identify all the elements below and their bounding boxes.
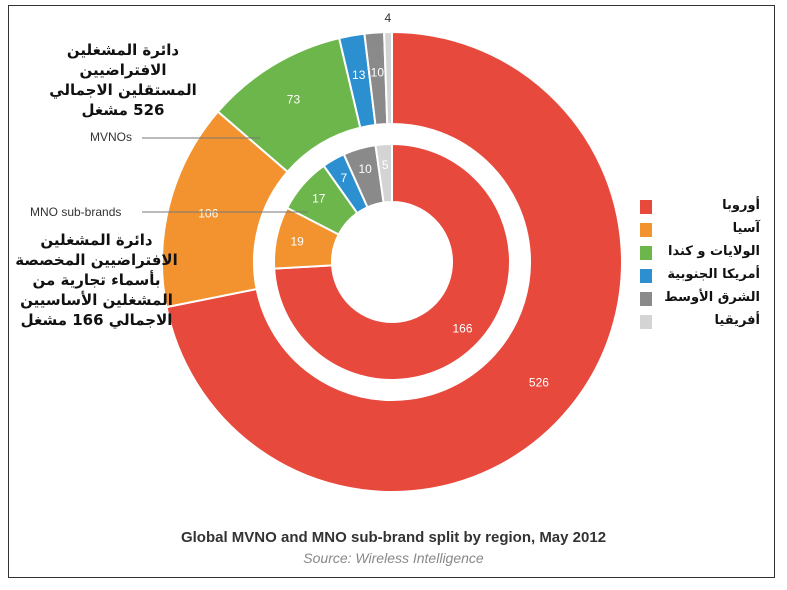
legend-item-2: الولايات و كندا — [640, 244, 780, 264]
outer-slice-label-5: 4 — [384, 11, 391, 25]
legend-item-5: أفريقيا — [640, 313, 780, 333]
legend-swatch — [640, 246, 652, 260]
legend-item-1: آسيا — [640, 221, 780, 241]
legend-label: أمريكا الجنوبية — [667, 267, 760, 282]
legend-label: أوروبا — [722, 198, 760, 213]
outer-slice-0 — [165, 30, 623, 493]
legend-label: أفريقيا — [714, 313, 760, 328]
outer-ring-mvnos — [161, 30, 623, 493]
outer-slice-label-1: 106 — [198, 207, 218, 221]
outer-slice-label-3: 13 — [352, 68, 366, 82]
inner-slice-label-4: 10 — [358, 162, 372, 176]
mvnos-label: MVNOs — [90, 130, 132, 144]
subbrands-label: MNO sub-brands — [30, 205, 122, 219]
inner-slice-label-1: 19 — [290, 235, 304, 249]
outer-slice-5 — [383, 30, 393, 126]
inner-slice-label-3: 7 — [341, 171, 348, 185]
legend-label: الولايات و كندا — [668, 244, 760, 259]
outer-ring-note: دائرة المشغلين الافتراضيين المستقلين الا… — [49, 41, 197, 119]
legend-label: آسيا — [732, 221, 760, 236]
inner-slice-0 — [273, 142, 511, 381]
inner-ring-subbrands — [273, 142, 511, 381]
legend-item-0: أوروبا — [640, 198, 780, 218]
inner-slice-5 — [374, 142, 393, 204]
chart-source: Source: Wireless Intelligence — [303, 550, 484, 566]
inner-slice-label-2: 17 — [312, 191, 326, 205]
outer-slice-label-2: 73 — [287, 93, 301, 107]
inner-ring-note: دائرة المشغلين الافتراضيين المخصصة بأسما… — [15, 231, 178, 329]
outer-slice-label-0: 526 — [529, 375, 549, 389]
inner-slice-label-5: 5 — [382, 158, 389, 172]
legend-swatch — [640, 223, 652, 237]
outer-slice-label-4: 10 — [371, 66, 385, 80]
legend-label: الشرق الأوسط — [664, 290, 760, 305]
legend-swatch — [640, 315, 652, 329]
legend-swatch — [640, 292, 652, 306]
legend-item-4: الشرق الأوسط — [640, 290, 780, 310]
chart-title: Global MVNO and MNO sub-brand split by r… — [180, 529, 607, 546]
slice-labels: 526 106 73 13 10 4 166 19 17 7 10 5 — [198, 11, 549, 389]
legend-swatch — [640, 200, 652, 214]
legend-item-3: أمريكا الجنوبية — [640, 267, 780, 287]
inner-slice-label-0: 166 — [452, 322, 472, 336]
legend-swatch — [640, 269, 652, 283]
